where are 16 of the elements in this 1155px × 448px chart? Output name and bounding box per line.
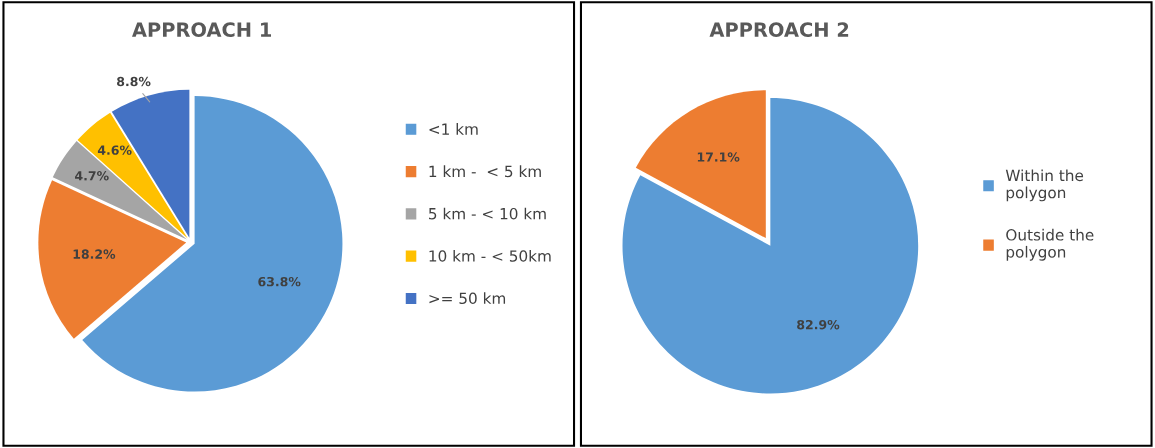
data-label: 4.6%	[97, 145, 132, 155]
legend-label: 10 km - < 50km	[429, 249, 551, 262]
data-label: 63.8%	[258, 276, 301, 287]
data-label: 17.1%	[697, 152, 740, 162]
legend-label: Within the polygon	[1005, 169, 1084, 202]
legend-label: <1 km	[429, 123, 478, 135]
chart-title: APPROACH 2	[709, 22, 849, 37]
data-label: 82.9%	[797, 319, 840, 330]
legend-label: Outside the polygon	[1006, 228, 1094, 261]
chart-title: APPROACH 1	[132, 22, 271, 37]
data-label: 4.7%	[75, 171, 109, 181]
data-label: 18.2%	[73, 249, 116, 259]
legend-label: >= 50 km	[429, 292, 506, 305]
data-label: 8.8%	[117, 76, 151, 87]
legend-label: 1 km - < 5 km	[429, 165, 541, 178]
legend-label: 5 km - < 10 km	[429, 207, 546, 220]
